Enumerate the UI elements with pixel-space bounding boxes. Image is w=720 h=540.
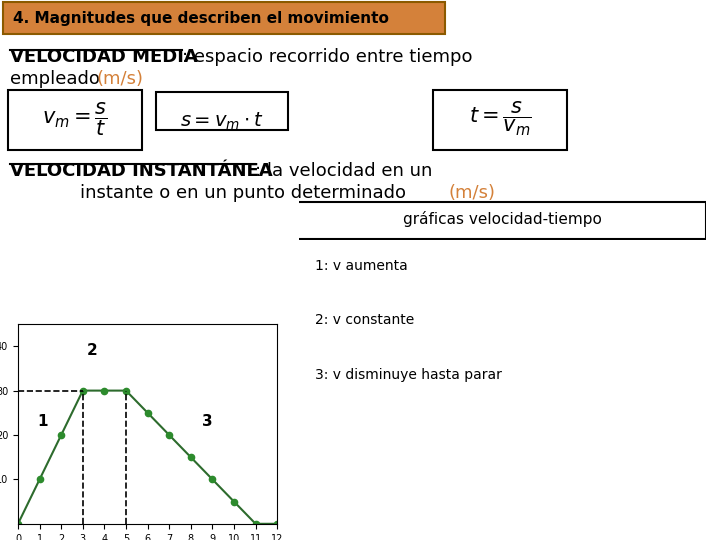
Text: 3: v disminuye hasta parar: 3: v disminuye hasta parar	[315, 368, 502, 382]
Text: 4. Magnitudes que describen el movimiento: 4. Magnitudes que describen el movimient…	[13, 10, 389, 25]
Text: 2: v constante: 2: v constante	[315, 313, 414, 327]
Text: VELOCIDAD MEDIA: VELOCIDAD MEDIA	[10, 48, 198, 66]
Text: gráficas velocidad-tiempo: gráficas velocidad-tiempo	[402, 211, 602, 227]
Text: empleado: empleado	[10, 70, 106, 88]
Text: : la velocidad en un: : la velocidad en un	[255, 162, 433, 180]
Text: 2: 2	[87, 343, 98, 358]
Text: 1: 1	[37, 414, 48, 429]
Text: : espacio recorrido entre tiempo: : espacio recorrido entre tiempo	[182, 48, 472, 66]
Text: instante o en un punto determinado: instante o en un punto determinado	[80, 184, 412, 202]
Text: 1: v aumenta: 1: v aumenta	[315, 259, 408, 273]
Text: (m/s): (m/s)	[96, 70, 143, 88]
FancyBboxPatch shape	[294, 202, 706, 239]
FancyBboxPatch shape	[433, 90, 567, 150]
FancyBboxPatch shape	[8, 90, 142, 150]
Text: 3: 3	[202, 414, 212, 429]
Text: $t = \dfrac{s}{v_m}$: $t = \dfrac{s}{v_m}$	[469, 100, 531, 138]
FancyBboxPatch shape	[3, 2, 445, 34]
Text: (m/s): (m/s)	[448, 184, 495, 202]
Text: $s = v_m \cdot t$: $s = v_m \cdot t$	[180, 111, 264, 132]
FancyBboxPatch shape	[156, 92, 288, 130]
Text: $v_m = \dfrac{s}{t}$: $v_m = \dfrac{s}{t}$	[42, 100, 108, 138]
Text: VELOCIDAD INSTANTÁNEA: VELOCIDAD INSTANTÁNEA	[10, 162, 273, 180]
